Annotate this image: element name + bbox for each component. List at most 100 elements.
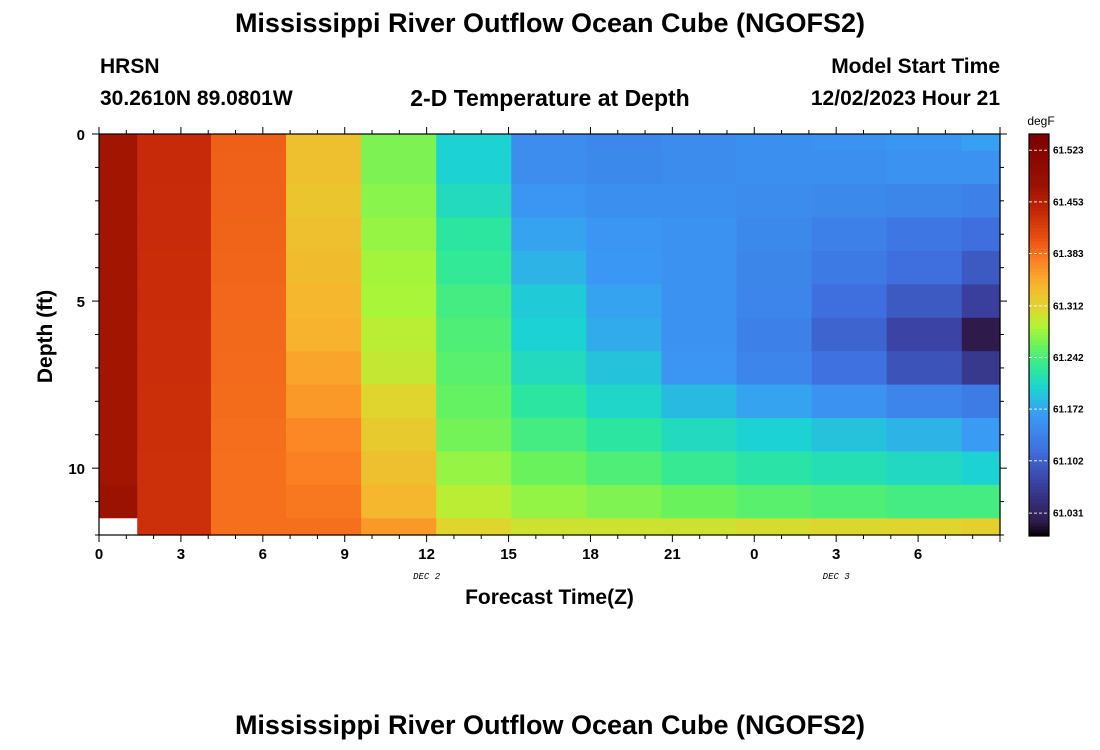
colorbar-segment [1029, 254, 1049, 259]
heatmap-cell [511, 351, 587, 386]
heatmap-cell [286, 351, 362, 386]
heatmap-cell [886, 184, 963, 219]
colorbar-segment [1029, 261, 1049, 266]
colorbar-segment [1029, 170, 1049, 175]
heatmap-cell [210, 134, 287, 152]
heatmap-cell [137, 451, 212, 486]
colorbar-segment [1029, 234, 1049, 239]
colorbar-segment [1029, 164, 1049, 168]
colorbar-segment [1029, 268, 1049, 272]
heatmap-cell [361, 418, 437, 453]
heatmap-cell [511, 384, 587, 419]
heatmap-cell [961, 184, 1001, 219]
heatmap-cell [886, 418, 963, 453]
heatmap-cell [961, 384, 1001, 419]
heatmap-cell [886, 451, 963, 486]
colorbar-segment [1029, 489, 1049, 493]
heatmap-cell [811, 418, 888, 453]
heatmap-cell [210, 451, 287, 486]
heatmap-cell [210, 351, 287, 386]
heatmap-cell [361, 217, 437, 252]
colorbar-segment [1029, 485, 1049, 490]
colorbar-segment [1029, 281, 1049, 286]
heatmap-cell [210, 518, 287, 536]
heatmap-cell [661, 484, 738, 519]
heatmap-cell [137, 418, 212, 453]
heatmap-cell [886, 134, 963, 152]
x-tick-label: 9 [341, 546, 349, 563]
heatmap-cell [736, 384, 813, 419]
heatmap-cell [210, 317, 287, 352]
colorbar-segment [1029, 425, 1049, 430]
colorbar-segment [1029, 301, 1049, 306]
heatmap-cell [361, 250, 437, 285]
heatmap-cell [661, 150, 738, 185]
colorbar-segment [1029, 412, 1049, 416]
heatmap-cell [511, 250, 587, 285]
y-tick-label: 10 [68, 461, 85, 478]
colorbar-segment [1029, 408, 1049, 413]
colorbar-segment [1029, 391, 1049, 396]
heatmap-cell [99, 150, 138, 185]
x-tick-label: 3 [832, 546, 840, 563]
heatmap-cell [811, 134, 888, 152]
heatmap-cell [137, 351, 212, 386]
heatmap-cell [886, 484, 963, 519]
colorbar-segment [1029, 438, 1049, 443]
colorbar-segment [1029, 375, 1049, 380]
colorbar-segment [1029, 512, 1049, 517]
heatmap-cell [511, 418, 587, 453]
colorbar-segment [1029, 381, 1049, 386]
date-label: DEC 3 [823, 572, 851, 582]
colorbar-segment [1029, 465, 1049, 470]
colorbar-segment [1029, 435, 1049, 440]
heatmap-cell [886, 384, 963, 419]
colorbar-segment [1029, 244, 1049, 249]
heatmap-cell [961, 284, 1001, 319]
heatmap-cell [210, 384, 287, 419]
heatmap-cell [961, 217, 1001, 252]
heatmap-cell [736, 284, 813, 319]
heatmap-cell [286, 384, 362, 419]
heatmap-cell [99, 451, 138, 486]
heatmap-cell [436, 134, 512, 152]
colorbar-segment [1029, 405, 1049, 410]
heatmap-cell [99, 217, 138, 252]
heatmap-cell [286, 217, 362, 252]
heatmap-cell [886, 284, 963, 319]
heatmap-cell [586, 384, 663, 419]
heatmap-cell [811, 518, 888, 536]
heatmap-cell [436, 384, 512, 419]
colorbar-segment [1029, 502, 1049, 507]
x-tick-label: 3 [177, 546, 185, 563]
heatmap-cell [210, 150, 287, 185]
colorbar-segment [1029, 294, 1049, 299]
colorbar-segment [1029, 144, 1049, 148]
colorbar-segment [1029, 221, 1049, 225]
heatmap-cell [586, 150, 663, 185]
x-tick-label: 21 [664, 546, 681, 563]
colorbar-segment [1029, 462, 1049, 467]
colorbar-segment [1029, 204, 1049, 209]
colorbar-segment [1029, 211, 1049, 215]
colorbar-segment [1029, 201, 1049, 205]
heatmap-cell [886, 518, 963, 536]
colorbar-segment [1029, 472, 1049, 477]
station-coordinates: 30.2610N 89.0801W [100, 87, 293, 110]
colorbar-tick-label: 61.242 [1053, 353, 1084, 364]
heatmap-cell [99, 184, 138, 219]
heatmap-cell [661, 134, 738, 152]
colorbar-segment [1029, 194, 1049, 199]
colorbar-segment [1029, 184, 1049, 189]
colorbar-segment [1029, 341, 1049, 346]
heatmap-cell [511, 134, 587, 152]
heatmap-cell [586, 518, 663, 536]
heatmap-cell [811, 284, 888, 319]
heatmap-cell [436, 284, 512, 319]
heatmap-cell [436, 418, 512, 453]
heatmap-cell [661, 284, 738, 319]
heatmap-cell [961, 317, 1001, 352]
heatmap-cell [736, 518, 813, 536]
heatmap-cell [210, 184, 287, 219]
